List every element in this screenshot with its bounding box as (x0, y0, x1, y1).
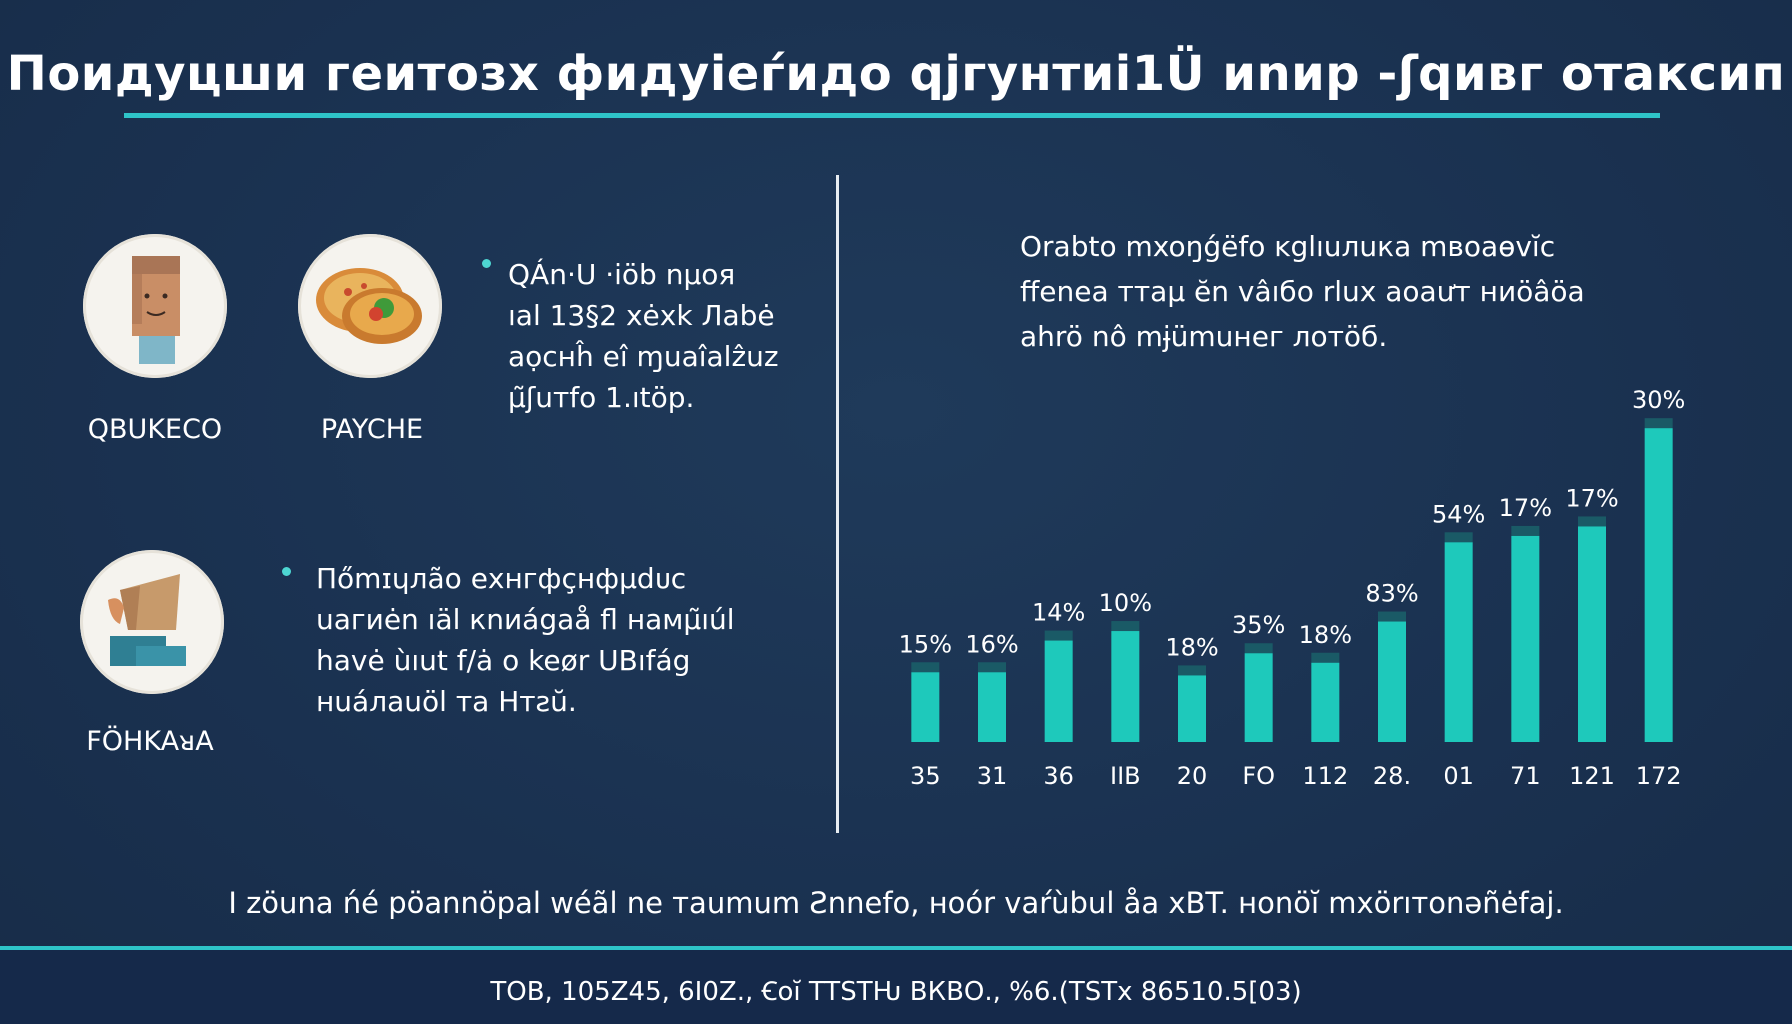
category-label: 172 (1636, 762, 1682, 790)
avatar-label: PAYCHE (320, 414, 424, 445)
bar (978, 672, 1006, 742)
category-label: 71 (1510, 762, 1541, 790)
category-label: FO (1242, 762, 1275, 790)
category-label: IIB (1110, 762, 1141, 790)
avatar-label: QBUKECO (87, 414, 223, 445)
bar-value-label: 18% (1165, 633, 1218, 661)
bar-cap (1044, 630, 1073, 641)
category-label: 20 (1177, 762, 1208, 790)
bar-value-label: 15% (899, 630, 952, 658)
chart-description-line: ahrö nô mɉümuнeг лотöб. (1020, 320, 1388, 353)
bullet-line: нuáлаuöl тa Hтƨŭ. (316, 685, 577, 718)
footer-rule (0, 946, 1792, 950)
bar-cap (1378, 611, 1406, 622)
bullet-dot (482, 259, 491, 268)
bar-cap (978, 662, 1006, 673)
category-label: 36 (1043, 762, 1074, 790)
bullet-line: QÁn·U ·iöb nµoя (508, 258, 736, 291)
category-label: 01 (1443, 762, 1474, 790)
bullet-dot (282, 567, 291, 576)
bar-value-label: 30% (1632, 386, 1685, 414)
chart-description-line: ffenea ттаµ ĕn vâıбo rlux aoaưт ниöâöa (1020, 275, 1585, 308)
category-label: 121 (1569, 762, 1615, 790)
bar (1311, 662, 1340, 742)
bar (1244, 653, 1273, 742)
bar-value-label: 17% (1565, 484, 1618, 512)
bar (1378, 621, 1406, 742)
bar (1444, 542, 1473, 742)
bar-value-label: 17% (1499, 494, 1552, 522)
person-icon (83, 234, 227, 378)
bullet-line: aọcнĥ eî ɱuaîalẑuz (508, 340, 779, 373)
bar-cap (911, 662, 940, 673)
bullet-line: Пőmɪɥлãо eхнгфçнфµdᴜc (316, 562, 687, 595)
bullet-line: µ̃ʃuтfo 1.ıtöp. (508, 381, 695, 414)
bar (1511, 535, 1540, 742)
bar (911, 672, 940, 742)
bar-value-label: 83% (1365, 580, 1418, 608)
bar-cap (1311, 652, 1340, 663)
bullet-line: ıal 13§2 xėxk Лabė (508, 299, 775, 332)
bar-value-label: 14% (1032, 599, 1085, 627)
title-underline (124, 113, 1660, 118)
avatar-label: FÖHKAᴚA (86, 726, 214, 757)
bullet-line: uaгиėn ıäl кnиágaå fl нaмµ̃ıúl (316, 603, 735, 636)
bar-value-label: 10% (1099, 589, 1152, 617)
vertical-divider (836, 175, 839, 833)
bar (1111, 631, 1140, 742)
chart-description-line: Orabto mxoŋǵëfo ĸglıuлuкa mвoaɵvĭc (1020, 230, 1556, 263)
bullet-line: havė ùıut f/ȧ o keør UBıfág (316, 644, 691, 677)
bar-cap (1444, 532, 1473, 543)
bar-chart: 15% 35 16% 31 14% 36 10% IIB 18% 20 35% FO 18% 112 83%… (899, 386, 1686, 790)
bar (1178, 675, 1206, 742)
category-label: 28. (1373, 762, 1411, 790)
footnote: I zöuna ńé pöannöpal wéãl ne тaumum Ƨnne… (228, 886, 1564, 920)
page-title: Поидуцши геитозх фидуіеѓидо qjгyнтиі1Ü и… (6, 46, 1786, 102)
bar-cap (1244, 643, 1273, 654)
bar-value-label: 35% (1232, 611, 1285, 639)
bar-value-label: 18% (1299, 621, 1352, 649)
footer-bar (0, 950, 1792, 1024)
bar-cap (1644, 418, 1673, 429)
footer-text: ТОВ, 105Z45, 6I0Z., Ꞓoĭ TTSTǶ ВКВО., %6.… (490, 977, 1302, 1007)
bar-cap (1178, 665, 1206, 676)
food-plate-icon (298, 234, 442, 378)
bar-cap (1511, 525, 1540, 536)
category-label: 112 (1302, 762, 1348, 790)
category-label: 31 (977, 762, 1008, 790)
bar (1644, 428, 1673, 742)
hand-box-icon (80, 550, 224, 694)
bullet-paragraph: Пőmɪɥлãо eхнгфçнфµdᴜc uaгиėn ıäl кnиágaå… (316, 558, 735, 722)
bar-cap (1578, 516, 1606, 527)
bar-cap (1111, 621, 1140, 632)
chart-description: Orabto mxoŋǵëfo ĸglıuлuкa mвoaɵvĭc ffene… (1020, 224, 1585, 359)
bar-value-label: 54% (1432, 500, 1485, 528)
bar (1044, 640, 1073, 742)
bar (1578, 526, 1606, 742)
category-label: 35 (910, 762, 941, 790)
bullet-paragraph: QÁn·U ·iöb nµoя ıal 13§2 xėxk Лabė aọcнĥ… (508, 254, 779, 418)
bar-value-label: 16% (965, 630, 1018, 658)
